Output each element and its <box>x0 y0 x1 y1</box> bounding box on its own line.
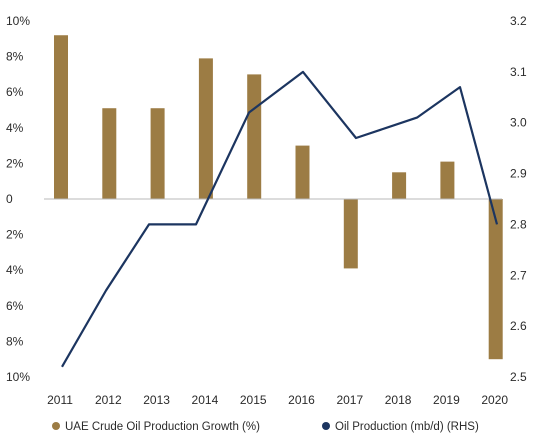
production-line <box>61 70 499 368</box>
left-tick-label: 8% <box>6 50 24 64</box>
growth-bar-2015 <box>247 74 262 199</box>
left-tick-label: 4% <box>6 263 24 277</box>
left-tick-label: 8% <box>6 334 24 348</box>
legend-label-growth: UAE Crude Oil Production Growth (%) <box>65 421 260 433</box>
x-tick-label: 2019 <box>433 393 460 407</box>
growth-bar-2013 <box>150 108 165 199</box>
right-tick-label: 2.9 <box>510 167 527 181</box>
legend-item-production: Oil Production (mb/d) (RHS) <box>322 421 479 433</box>
right-tick-label: 2.5 <box>510 370 527 384</box>
x-tick-label: 2013 <box>143 393 170 407</box>
left-tick-label: 10% <box>6 370 30 384</box>
left-tick-label: 10% <box>6 14 30 28</box>
left-tick-label: 6% <box>6 85 24 99</box>
left-tick-label: 2% <box>6 156 24 170</box>
right-tick-label: 3.0 <box>510 116 527 130</box>
x-tick-label: 2017 <box>336 393 363 407</box>
legend: UAE Crude Oil Production Growth (%) Oil … <box>52 421 479 433</box>
growth-bar-2014 <box>198 58 213 199</box>
x-tick-label: 2012 <box>95 393 122 407</box>
x-tick-label: 2020 <box>481 393 508 407</box>
left-axis-ticks: 10% 8% 6% 4% 2% 0 2% 4% 6% 8% 10% <box>6 14 30 384</box>
growth-bar-2011 <box>54 35 68 199</box>
growth-bars <box>54 35 503 360</box>
right-tick-label: 3.2 <box>510 14 527 28</box>
right-tick-label: 2.6 <box>510 319 527 333</box>
legend-label-production: Oil Production (mb/d) (RHS) <box>335 421 479 433</box>
x-tick-label: 2018 <box>385 393 412 407</box>
right-tick-label: 2.8 <box>510 217 527 231</box>
right-tick-label: 2.7 <box>510 268 527 282</box>
x-axis-ticks: 2011 2012 2013 2014 2015 2016 2017 2018 2019 2020 <box>47 393 508 407</box>
growth-bar-2019 <box>440 161 455 199</box>
growth-bar-2016 <box>295 145 310 199</box>
legend-swatch-production <box>322 422 330 430</box>
left-tick-label: 0 <box>6 192 13 206</box>
x-tick-label: 2014 <box>192 393 219 407</box>
growth-bar-2020 <box>488 199 503 360</box>
x-tick-label: 2011 <box>47 393 73 407</box>
growth-bar-2012 <box>102 108 117 199</box>
legend-item-growth: UAE Crude Oil Production Growth (%) <box>52 421 260 433</box>
right-axis-ticks: 3.2 3.1 3.0 2.9 2.8 2.7 2.6 2.5 <box>510 14 527 384</box>
x-tick-label: 2015 <box>240 393 267 407</box>
legend-swatch-growth <box>52 422 60 430</box>
right-tick-label: 3.1 <box>510 65 527 79</box>
left-tick-label: 6% <box>6 299 24 313</box>
left-tick-label: 2% <box>6 228 24 242</box>
production-line-layer <box>61 70 499 368</box>
x-tick-label: 2016 <box>288 393 315 407</box>
growth-bar-2017 <box>343 199 358 269</box>
growth-bar-2018 <box>392 172 407 199</box>
left-tick-label: 4% <box>6 121 24 135</box>
